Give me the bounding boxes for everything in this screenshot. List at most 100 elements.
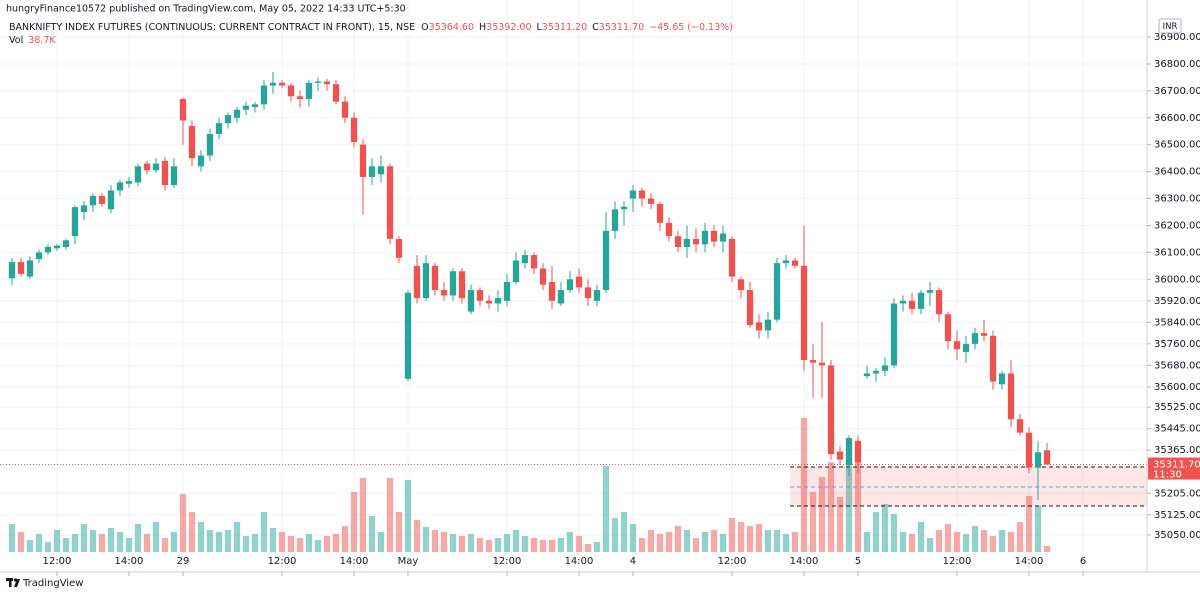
x-tick-label: 14:00 xyxy=(340,556,369,567)
y-tick-label: 36700.00 xyxy=(1154,86,1200,97)
x-tick-label: 12:00 xyxy=(43,556,72,567)
volume-bar xyxy=(143,533,151,552)
volume-bar xyxy=(503,533,511,552)
volume-bar xyxy=(980,529,988,552)
candle-body xyxy=(809,360,817,363)
volume-bar xyxy=(314,539,322,552)
y-tick-label: 36600.00 xyxy=(1154,113,1200,124)
candle-body xyxy=(449,271,457,296)
volume-bar xyxy=(701,531,709,552)
volume-bar xyxy=(323,535,331,552)
volume-bar xyxy=(935,529,943,552)
volume-bar xyxy=(476,537,484,552)
volume-bar xyxy=(665,531,673,552)
volume-bar xyxy=(377,531,385,552)
volume-bar xyxy=(611,517,619,552)
volume-bar xyxy=(818,476,826,552)
candle-body xyxy=(107,190,115,210)
range-zone xyxy=(790,466,1147,507)
candle-body xyxy=(1034,452,1042,468)
candle-body xyxy=(512,260,520,282)
y-tick-label: 35050.00 xyxy=(1154,530,1200,541)
volume-bar xyxy=(728,517,736,552)
candle-body xyxy=(251,104,259,108)
volume-bar xyxy=(719,533,727,552)
volume-bar xyxy=(440,531,448,552)
x-tick-label: 6 xyxy=(1080,556,1086,567)
volume-bar xyxy=(1007,531,1015,552)
candle-body xyxy=(395,238,403,258)
candle-body xyxy=(890,303,898,366)
x-tick-label: 4 xyxy=(630,556,636,567)
volume-bar xyxy=(251,533,259,552)
volume-value: 38.7K xyxy=(28,35,56,46)
candle-body xyxy=(863,373,871,377)
y-tick-label: 35445.00 xyxy=(1154,424,1200,435)
volume-bar xyxy=(449,533,457,552)
candle-body xyxy=(314,81,322,83)
candle-body xyxy=(269,82,277,86)
x-tick-label: 12:00 xyxy=(493,556,522,567)
volume-bar xyxy=(17,531,25,552)
volume-bar xyxy=(971,525,979,552)
volume-bar xyxy=(1016,521,1024,552)
candle-body xyxy=(755,322,763,331)
candle-body xyxy=(926,290,934,293)
volume-bar xyxy=(881,503,889,552)
candle-body xyxy=(944,314,952,342)
candle-body xyxy=(872,370,880,374)
volume-bar xyxy=(854,455,862,552)
volume-bar xyxy=(890,513,898,552)
ohlc-value: 35392.00 xyxy=(486,22,531,33)
volume-bar xyxy=(350,491,358,552)
candle-body xyxy=(566,279,574,291)
candle-body xyxy=(746,290,754,326)
volume-bar xyxy=(926,537,934,552)
volume-bar xyxy=(188,511,196,552)
x-tick-label: 14:00 xyxy=(790,556,819,567)
candle-body xyxy=(548,281,556,301)
volume-bar xyxy=(26,539,34,552)
candle-body xyxy=(98,195,106,204)
volume-bar xyxy=(422,526,430,552)
candle-body xyxy=(377,166,385,175)
volume-bar xyxy=(296,537,304,552)
volume-bar xyxy=(593,541,601,552)
volume-bar xyxy=(80,523,88,552)
candle-body xyxy=(296,96,304,99)
volume-bar xyxy=(62,537,70,552)
volume-bar xyxy=(233,521,241,552)
candle-body xyxy=(413,265,421,299)
candle-body xyxy=(656,203,664,223)
currency-box[interactable] xyxy=(1158,18,1182,34)
volume-bar xyxy=(944,523,952,552)
candle-body xyxy=(692,238,700,245)
volume-bar xyxy=(755,523,763,552)
volume-name: Vol xyxy=(9,35,23,46)
volume-bar xyxy=(800,417,808,552)
volume-bar xyxy=(953,531,961,552)
volume-bar xyxy=(710,529,718,552)
candle-body xyxy=(8,262,16,279)
y-tick-label: 35365.00 xyxy=(1154,445,1200,456)
volume-bar xyxy=(107,527,115,552)
y-tick-label: 36800.00 xyxy=(1154,59,1200,70)
volume-bar xyxy=(602,465,610,552)
volume-bar xyxy=(638,537,646,552)
volume-bar xyxy=(917,521,925,552)
candle-body xyxy=(233,109,241,118)
candle-body xyxy=(125,181,133,184)
volume-bar xyxy=(287,535,295,552)
candle-body xyxy=(161,160,169,186)
volume-bar xyxy=(989,535,997,552)
volume-bar xyxy=(467,533,475,552)
candle-body xyxy=(17,262,25,274)
y-tick-label: 35840.00 xyxy=(1154,317,1200,328)
volume-bar xyxy=(566,531,574,552)
candle-body xyxy=(62,240,70,247)
candle-body xyxy=(80,205,88,213)
volume-bar xyxy=(161,537,169,552)
volume-bar xyxy=(539,539,547,552)
volume-bar xyxy=(71,533,79,552)
